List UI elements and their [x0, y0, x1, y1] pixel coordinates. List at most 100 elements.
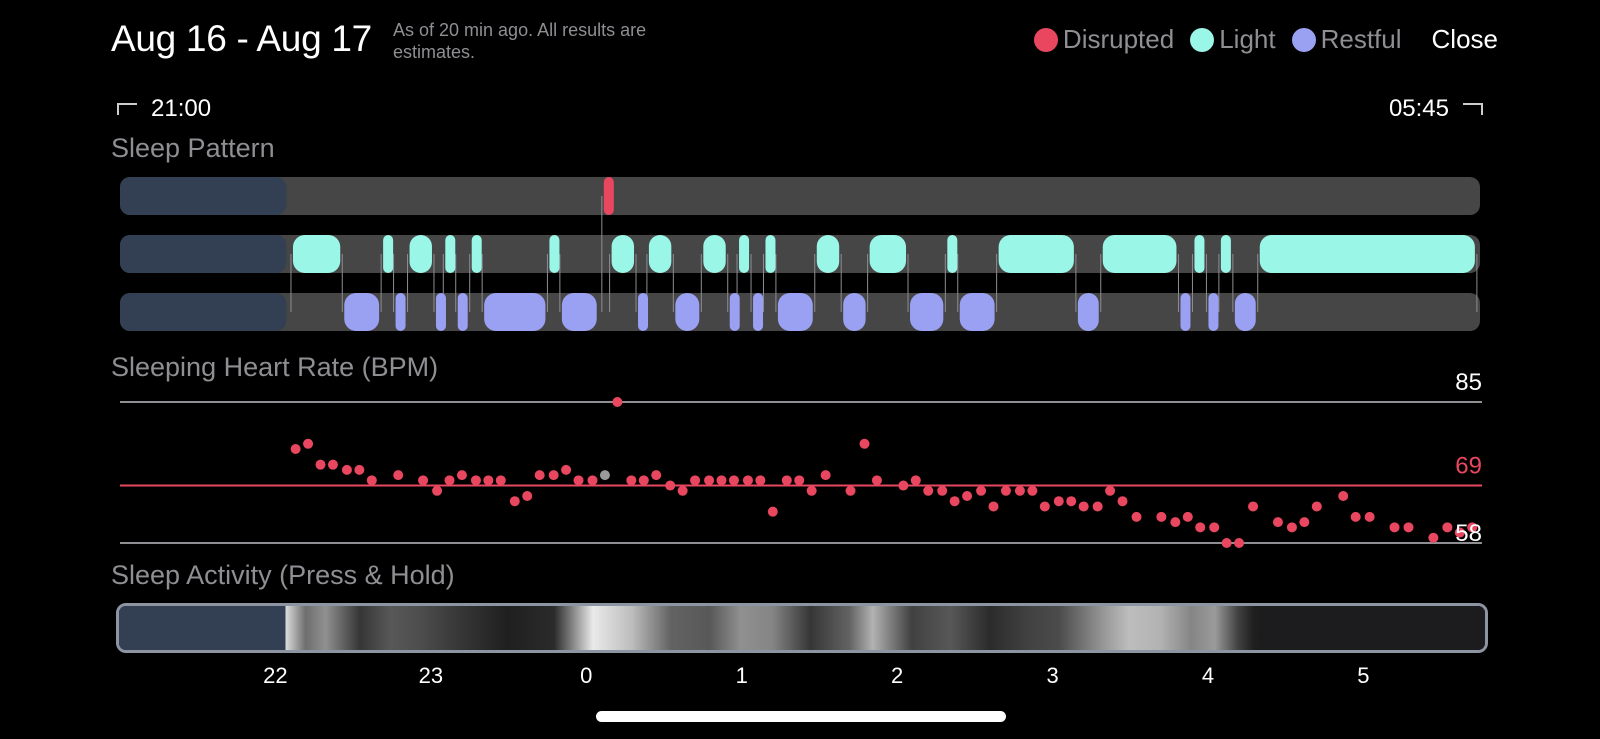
light-segment [471, 235, 482, 273]
hr-point [845, 485, 856, 496]
disrupted-presleep [120, 177, 287, 215]
hr-point [871, 475, 882, 486]
hr-point [393, 470, 404, 481]
hour-tick: 2 [891, 663, 904, 688]
light-segment [869, 235, 907, 273]
close-button[interactable]: Close [1431, 24, 1498, 54]
start-bracket-icon [117, 103, 137, 115]
hr-min-label: 58 [1455, 520, 1482, 547]
date-range-title: Aug 16 - Aug 17 [111, 18, 372, 59]
hr-point [444, 475, 455, 486]
hr-point [638, 475, 649, 486]
hr-point [988, 501, 999, 512]
hr-point [1117, 496, 1128, 507]
hr-point [1066, 496, 1077, 507]
hr-point [716, 475, 727, 486]
hr-point [910, 475, 921, 486]
hr-point [1195, 522, 1206, 533]
light-segment [1102, 235, 1177, 273]
hr-point [1039, 501, 1050, 512]
legend-light: Light [1190, 24, 1276, 55]
legend-disrupted: Disrupted [1033, 24, 1174, 55]
restful-presleep [120, 293, 287, 331]
hr-point [548, 470, 559, 481]
hr-point [976, 485, 987, 496]
light-segment [549, 235, 560, 273]
hr-point [587, 475, 598, 486]
hr-point [290, 444, 301, 454]
light-segment [1194, 235, 1205, 273]
estimate-note: As of 20 min ago. All results are estima… [393, 20, 647, 62]
hr-point [1105, 485, 1116, 496]
hr-point [495, 475, 506, 486]
hr-point [1234, 538, 1245, 548]
range-start: 21:00 [117, 95, 211, 123]
hr-point [728, 475, 739, 486]
hr-point [470, 475, 481, 486]
restful-segment [959, 293, 995, 331]
hr-point [1311, 501, 1322, 512]
hr-point [1272, 517, 1283, 528]
hr-point [1389, 522, 1400, 533]
hr-point [1221, 538, 1232, 548]
hour-tick: 0 [580, 663, 593, 688]
range-end-time: 05:45 [1388, 95, 1449, 122]
light-segment [409, 235, 432, 273]
sleep-pattern-chart [120, 177, 1480, 331]
hr-point [573, 475, 584, 486]
restful-segment [457, 293, 468, 331]
hr-point [1442, 522, 1453, 533]
light-segment [703, 235, 726, 273]
hr-point [1248, 501, 1259, 512]
hour-tick: 22 [263, 663, 288, 688]
hr-point [898, 480, 909, 491]
end-bracket-icon [1463, 103, 1483, 115]
hr-point [820, 470, 831, 481]
restful-segment [1208, 293, 1219, 331]
restful-segment [1077, 293, 1099, 331]
hour-tick: 23 [418, 663, 444, 688]
hr-point [690, 475, 701, 486]
hr-point [755, 475, 766, 486]
hr-point [1131, 511, 1142, 522]
hr-point [1403, 522, 1414, 533]
home-indicator[interactable] [596, 711, 1006, 722]
hr-point [806, 485, 817, 496]
hr-point [599, 470, 610, 481]
light-segment [816, 235, 840, 273]
hr-point [1000, 485, 1011, 496]
restful-segment [843, 293, 866, 331]
light-segment [611, 235, 635, 273]
hr-point [937, 485, 948, 496]
sleep-pattern-title: Sleep Pattern [111, 133, 275, 163]
hr-points [290, 397, 1478, 548]
hr-point [483, 475, 494, 486]
hr-point [561, 464, 572, 475]
sleep-activity-bar[interactable] [116, 603, 1488, 653]
heart-rate-chart: 85 69 58 [120, 369, 1482, 548]
hr-point [1209, 522, 1220, 533]
hr-point [303, 438, 314, 449]
disrupted-segment [603, 177, 614, 215]
restful-segment [777, 293, 813, 331]
hr-point [1078, 501, 1089, 512]
hr-point [366, 475, 377, 486]
activity-intensity-fill [119, 606, 1485, 650]
hr-point [1156, 511, 1167, 522]
hr-point [781, 475, 792, 486]
hr-point [315, 459, 326, 470]
hr-point [1350, 511, 1361, 522]
hr-point [327, 459, 338, 470]
restful-segment [1180, 293, 1191, 331]
hr-point [665, 480, 676, 491]
hr-point [1364, 511, 1375, 522]
legend-restful: Restful [1291, 24, 1402, 55]
hr-point [859, 438, 870, 449]
restful-segment [484, 293, 546, 331]
restful-segment [753, 293, 764, 331]
restful-segment [435, 293, 446, 331]
hr-point [1053, 496, 1064, 507]
hr-point [509, 496, 520, 507]
hr-point [1338, 491, 1349, 501]
light-segment [765, 235, 776, 273]
